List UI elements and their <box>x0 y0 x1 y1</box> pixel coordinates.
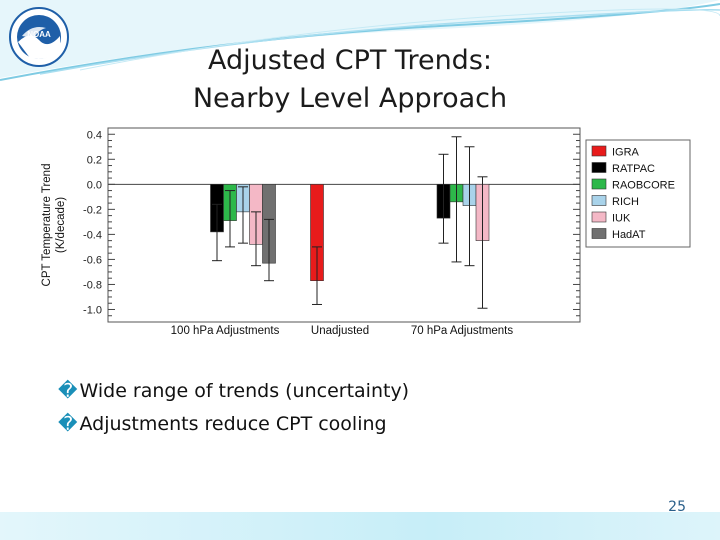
bullet-list: � Wide range of trends (uncertainty) � Adj… <box>58 375 658 441</box>
y-tick-label: -0.2 <box>83 204 102 216</box>
y-axis-title-line: CPT Temperature Trend <box>41 164 53 287</box>
y-tick-label: 0.0 <box>87 179 102 191</box>
legend-label: RICH <box>612 196 639 208</box>
noaa-logo: NOAA <box>9 7 69 67</box>
bullet-item: � Wide range of trends (uncertainty) <box>58 375 658 408</box>
logo-text: NOAA <box>27 30 51 39</box>
y-axis-title-line: (K/decade) <box>55 197 67 253</box>
y-tick-label: -1.0 <box>83 304 102 316</box>
y-tick-label: 0.2 <box>87 154 102 166</box>
y-tick-label: 0.4 <box>87 129 102 141</box>
slide-title: Adjusted CPT Trends: Nearby Level Approa… <box>130 42 570 118</box>
y-axis-ticks: 0.4 0.2 0.0 -0.2 -0.4 -0.6 -0.8 -1.0 <box>83 129 580 316</box>
legend-label: RAOBCORE <box>612 180 675 192</box>
x-category-label: 70 hPa Adjustments <box>411 325 514 337</box>
legend-label: IGRA <box>612 147 640 159</box>
bullet-glyph: � <box>58 380 78 402</box>
bullet-text: Adjustments reduce CPT cooling <box>79 413 387 435</box>
legend-swatch-iuk <box>591 211 607 223</box>
slide-header-decoration <box>0 0 720 81</box>
title-line-1: Adjusted CPT Trends: <box>207 45 492 76</box>
legend: IGRA RATPAC RAOBCORE RICH IUK HadAT <box>585 139 691 248</box>
bullet-text: Wide range of trends (uncertainty) <box>79 380 410 402</box>
legend-label: IUK <box>612 213 631 225</box>
legend-swatch-rich <box>591 195 607 206</box>
legend-label: RATPAC <box>612 163 655 175</box>
y-tick-label: -0.4 <box>83 229 102 241</box>
trend-bar-chart: 0.4 0.2 0.0 -0.2 -0.4 -0.6 -0.8 -1.0 100 hPa Ad… <box>41 127 691 337</box>
x-category-label: Unadjusted <box>311 325 369 337</box>
plot-border <box>107 127 581 323</box>
x-category-labels: 100 hPa Adjustments Unadjusted 70 hPa Adju… <box>171 325 514 337</box>
legend-swatch-ratpac <box>591 162 607 173</box>
plot-frame <box>107 127 581 323</box>
y-tick-label: -0.6 <box>83 254 102 266</box>
slide-footer-band <box>0 512 720 540</box>
page-number: 25 <box>668 499 686 515</box>
y-axis-title: CPT Temperature Trend (K/decade) <box>41 164 67 287</box>
y-tick-label: -0.8 <box>83 279 102 291</box>
legend-label: HadAT <box>612 229 646 241</box>
legend-swatch-igra <box>591 145 607 157</box>
legend-swatch-raobcore <box>591 178 607 190</box>
bullet-glyph: � <box>58 413 78 435</box>
error-bars <box>212 136 488 309</box>
x-category-label: 100 hPa Adjustments <box>171 325 280 337</box>
legend-swatch-hadat <box>591 228 607 239</box>
title-line-2: Nearby Level Approach <box>192 83 508 114</box>
bullet-item: � Adjustments reduce CPT cooling <box>58 408 658 441</box>
